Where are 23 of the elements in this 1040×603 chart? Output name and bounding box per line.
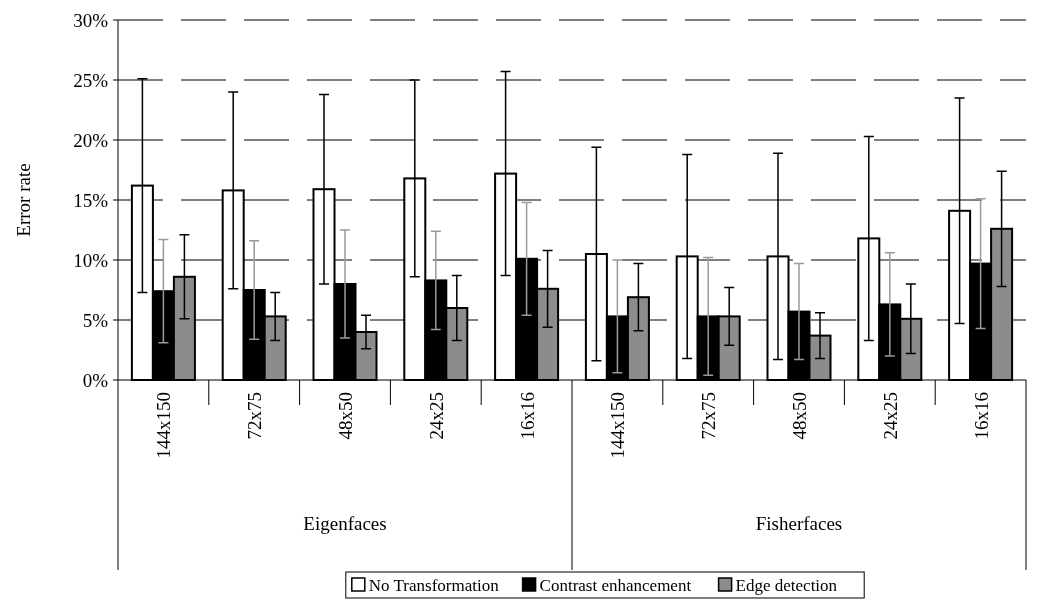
y-tick-label: 25% [73,69,109,91]
y-tick-label: 20% [73,129,109,151]
x-tick-label: 24x25 [425,392,447,440]
y-tick-label: 30% [73,9,109,31]
y-tick-label: 10% [73,249,109,271]
y-axis-title: Error rate [13,163,34,237]
x-tick-label: 72x75 [698,392,720,440]
text: Eigenfaces [303,513,387,534]
x-tick-label: 144x150 [607,392,629,459]
legend-label: No Transformation [368,576,500,595]
x-tick-label: 48x50 [335,392,356,440]
y-tick-label: 0% [82,369,109,391]
text: Fisherfaces [755,513,843,534]
y-tick-label: 15% [73,189,109,211]
x-tick-label: 72x75 [244,392,266,440]
y-tick-label: 5% [82,309,109,331]
legend-label: Edge detection [735,576,838,595]
x-tick-label: 48x50 [789,392,810,440]
x-tick-label: 24x25 [879,392,901,440]
x-tick-label: 144x150 [153,392,175,459]
x-tick-label: 16x16 [516,392,538,440]
legend-label: Contrast enhancement [539,576,692,595]
x-tick-label: 16x16 [970,392,992,440]
